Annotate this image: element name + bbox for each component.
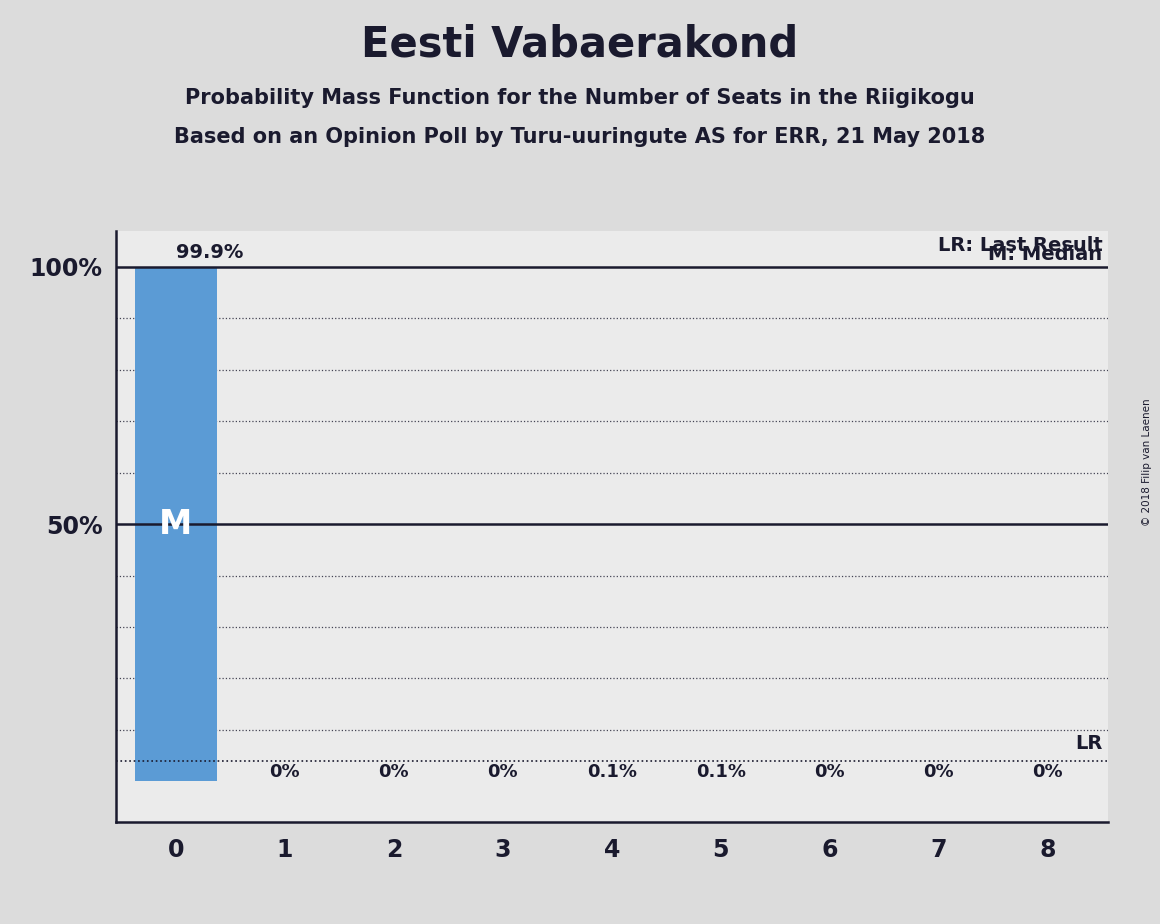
Text: M: Median: M: Median [988, 246, 1102, 264]
Text: M: M [159, 507, 193, 541]
Text: © 2018 Filip van Laenen: © 2018 Filip van Laenen [1141, 398, 1152, 526]
Text: LR: Last Result: LR: Last Result [937, 237, 1102, 255]
Text: 0%: 0% [923, 763, 955, 781]
Text: 0.1%: 0.1% [696, 763, 746, 781]
Text: LR: LR [1075, 734, 1102, 753]
Text: 0%: 0% [1032, 763, 1064, 781]
Text: 0.1%: 0.1% [587, 763, 637, 781]
Text: 0%: 0% [487, 763, 519, 781]
Text: 99.9%: 99.9% [176, 243, 244, 262]
Text: Probability Mass Function for the Number of Seats in the Riigikogu: Probability Mass Function for the Number… [186, 88, 974, 108]
Text: 0%: 0% [378, 763, 409, 781]
Text: Based on an Opinion Poll by Turu-uuringute AS for ERR, 21 May 2018: Based on an Opinion Poll by Turu-uuringu… [174, 127, 986, 147]
Text: 0%: 0% [814, 763, 846, 781]
Text: Eesti Vabaerakond: Eesti Vabaerakond [362, 23, 798, 65]
Bar [135, 268, 217, 781]
Text: 0%: 0% [269, 763, 300, 781]
